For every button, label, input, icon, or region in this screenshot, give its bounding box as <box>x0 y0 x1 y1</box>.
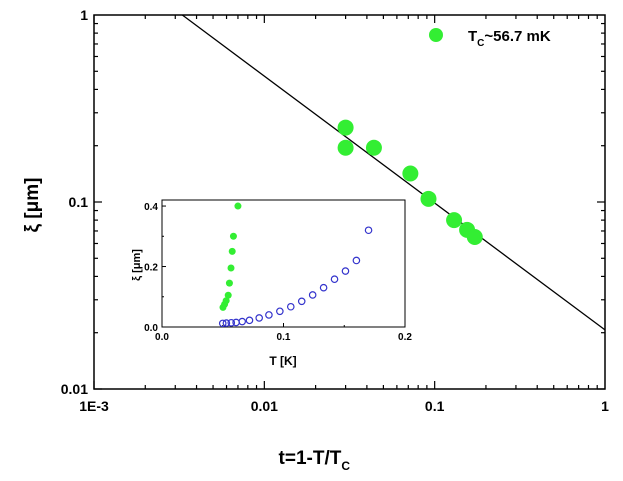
inset-filled-point <box>234 202 242 210</box>
inset-open-point <box>238 317 246 326</box>
y-tick-label: 1 <box>80 7 88 23</box>
main-tick-labels: 1E-3 0.01 0.1 10.010.11 <box>61 7 609 414</box>
fit-line-layer <box>181 14 606 331</box>
inset-background <box>120 186 405 374</box>
x-tick-label: 1 <box>601 398 609 414</box>
inset-open-point <box>297 297 306 306</box>
x-tick-label: 1E-3 <box>79 398 109 414</box>
legend: TC~56.7 mK <box>429 28 551 49</box>
inset-filled-point <box>228 247 236 255</box>
inset-tick-labels: 0.0 0.1 0.2 0.0 0.2 0.4 <box>144 202 412 343</box>
y-axis-title: ξ [μm] <box>22 178 43 233</box>
x-axis-title-sub: C <box>341 459 350 473</box>
inset-filled-point <box>225 279 233 287</box>
x-axis-title-main: t=1-T/T <box>279 448 342 469</box>
inset-x-tick-label: 0.0 <box>155 332 169 343</box>
inset-filled-point <box>227 264 235 272</box>
y-tick-label: 0.01 <box>61 381 88 397</box>
main-axis-ticks <box>93 15 605 390</box>
inset-y-tick-label: 0.4 <box>144 202 158 213</box>
data-point <box>466 228 483 245</box>
legend-label: TC~56.7 mK <box>468 28 551 49</box>
inset-filled-point <box>224 291 232 299</box>
inset-chart: 0.0 0.1 0.2 0.0 0.2 0.4 T [K] ξ [μm] <box>120 186 412 374</box>
data-point <box>446 212 463 229</box>
x-tick-label: 0.01 <box>251 398 278 414</box>
inset-open-point <box>308 291 317 299</box>
inset-x-tick-label: 0.2 <box>398 332 412 343</box>
inset-x-axis-title: T [K] <box>269 354 296 368</box>
data-point <box>337 139 354 156</box>
inset-filled-point <box>229 232 237 240</box>
inset-y-tick-label: 0.0 <box>144 323 158 334</box>
inset-y-tick-label: 0.2 <box>144 263 158 274</box>
data-point <box>337 119 354 136</box>
fit-line <box>181 14 606 331</box>
inset-open-point <box>255 314 264 322</box>
inset-open-point <box>286 302 295 311</box>
data-point <box>402 165 419 182</box>
data-point <box>420 190 437 207</box>
x-axis-title: t=1-T/TC <box>279 448 351 473</box>
inset-open-point <box>364 226 373 235</box>
x-tick-label: 0.1 <box>425 398 445 414</box>
inset-open-point <box>330 275 339 284</box>
data-point <box>365 139 382 156</box>
y-tick-label: 0.1 <box>69 194 89 210</box>
legend-marker <box>429 28 443 42</box>
inset-open-point <box>341 267 350 275</box>
inset-open-point <box>352 256 361 265</box>
inset-open-point <box>245 316 254 325</box>
inset-filled-point <box>222 297 230 305</box>
inset-open-point <box>222 319 231 327</box>
inset-y-axis-title: ξ [μm] <box>131 249 143 281</box>
inset-open-point <box>227 318 236 327</box>
inset-x-tick-label: 0.1 <box>277 332 291 343</box>
inset-open-point <box>218 319 227 328</box>
inset-data-points <box>218 202 373 328</box>
inset-open-point <box>265 311 273 319</box>
inset-open-point <box>319 283 328 292</box>
main-data-points <box>337 119 483 245</box>
inset-open-point <box>276 307 284 316</box>
